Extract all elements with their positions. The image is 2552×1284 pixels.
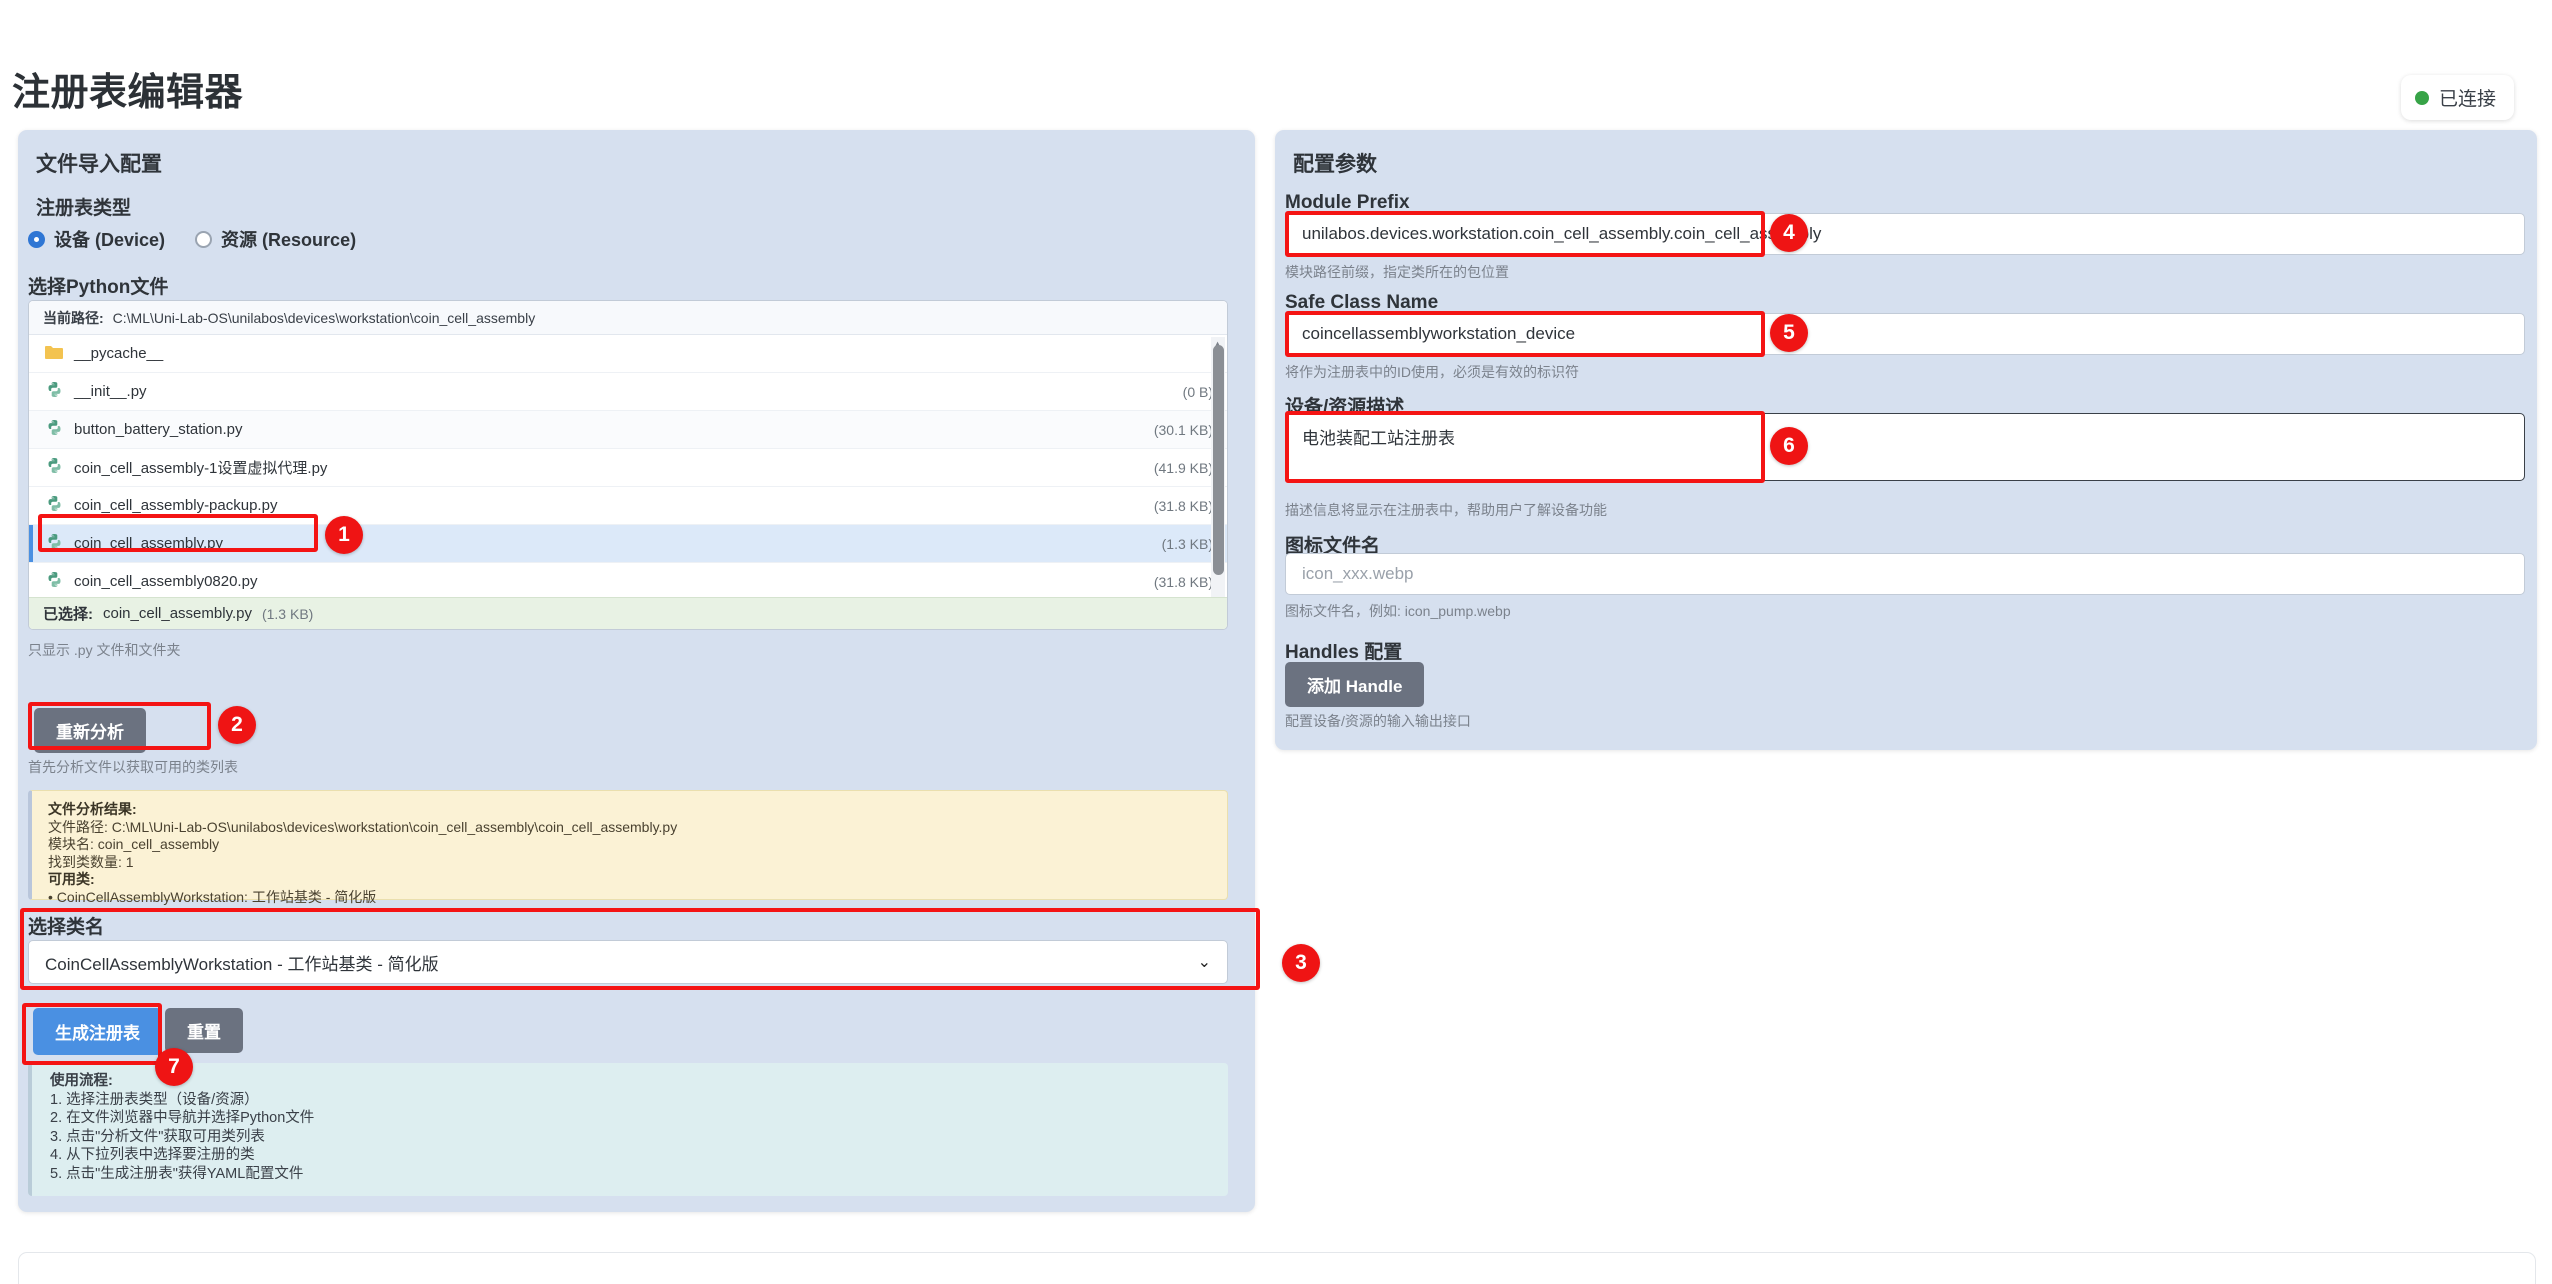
safe-class-name-label: Safe Class Name bbox=[1285, 292, 1439, 313]
registry-type-radio-group: 设备 (Device) 资源 (Resource) bbox=[28, 226, 356, 252]
selected-file-size: (1.3 KB) bbox=[261, 605, 314, 622]
python-file-icon bbox=[43, 495, 65, 516]
class-select-value: CoinCellAssemblyWorkstation - 工作站基类 - 简化… bbox=[45, 954, 439, 974]
annotation-marker-2: 2 bbox=[218, 706, 256, 744]
file-import-heading: 文件导入配置 bbox=[36, 153, 162, 176]
usage-flow-step: 3. 点击"分析文件"获取可用类列表 bbox=[50, 1128, 265, 1145]
bottom-card bbox=[18, 1252, 2536, 1284]
python-file-icon bbox=[43, 533, 65, 554]
description-textarea[interactable]: 电池装配工站注册表 bbox=[1285, 413, 2525, 481]
module-prefix-hint: 模块路径前缀，指定类所在的包位置 bbox=[1285, 264, 1509, 280]
handles-label: Handles 配置 bbox=[1285, 642, 1403, 663]
annotation-marker-6: 6 bbox=[1770, 427, 1808, 465]
list-item[interactable]: button_battery_station.py (30.1 KB) bbox=[29, 411, 1227, 449]
list-item-selected[interactable]: coin_cell_assembly.py (1.3 KB) bbox=[29, 525, 1227, 563]
list-item[interactable]: __pycache__ bbox=[29, 335, 1227, 373]
list-item-size: (0 B) bbox=[1182, 383, 1213, 400]
analysis-class-count: 找到类数量: 1 bbox=[48, 853, 134, 870]
class-select-label: 选择类名 bbox=[28, 917, 105, 938]
config-params-heading: 配置参数 bbox=[1293, 153, 1377, 176]
file-browser-path-bar: 当前路径: C:\ML\Uni-Lab-OS\unilabos\devices\… bbox=[29, 301, 1227, 335]
safe-class-name-input[interactable]: coincellassemblyworkstation_device bbox=[1285, 313, 2525, 355]
radio-resource[interactable]: 资源 (Resource) bbox=[195, 226, 356, 252]
list-item-name: button_battery_station.py bbox=[74, 421, 243, 438]
chevron-down-icon[interactable]: ⌄ bbox=[1197, 954, 1211, 971]
radio-resource-dot-icon[interactable] bbox=[195, 230, 213, 248]
analysis-result-box: 文件分析结果: 文件路径: C:\ML\Uni-Lab-OS\unilabos\… bbox=[28, 790, 1228, 905]
radio-device[interactable]: 设备 (Device) bbox=[28, 226, 165, 252]
icon-filename-hint: 图标文件名，例如: icon_pump.webp bbox=[1285, 603, 1511, 619]
list-item-name: coin_cell_assembly0820.py bbox=[74, 573, 258, 590]
reanalyze-button[interactable]: 重新分析 bbox=[34, 708, 146, 753]
module-prefix-label: Module Prefix bbox=[1285, 192, 1410, 213]
list-item-size: (31.8 KB) bbox=[1153, 573, 1213, 590]
usage-flow-step: 4. 从下拉列表中选择要注册的类 bbox=[50, 1147, 255, 1163]
list-item[interactable]: coin_cell_assembly-1设置虚拟代理.py (41.9 KB) bbox=[29, 449, 1227, 487]
annotation-marker-7: 7 bbox=[155, 1048, 193, 1086]
annotation-marker-5: 5 bbox=[1770, 314, 1808, 352]
annotation-marker-3: 3 bbox=[1282, 944, 1320, 982]
connection-status-label: 已连接 bbox=[2438, 89, 2496, 110]
selected-file-bar: 已选择: coin_cell_assembly.py (1.3 KB) bbox=[29, 597, 1227, 629]
selected-file-name: coin_cell_assembly.py bbox=[103, 605, 252, 622]
analyze-hint: 首先分析文件以获取可用的类列表 bbox=[28, 759, 238, 775]
module-prefix-input[interactable]: unilabos.devices.workstation.coin_cell_a… bbox=[1285, 213, 2525, 255]
generate-registry-button[interactable]: 生成注册表 bbox=[33, 1008, 162, 1055]
list-item[interactable]: __init__.py (0 B) bbox=[29, 373, 1227, 411]
add-handle-button[interactable]: 添加 Handle bbox=[1285, 662, 1425, 707]
connection-dot-icon bbox=[2414, 90, 2429, 105]
current-path-label: 当前路径: bbox=[43, 309, 104, 326]
analysis-module-name: 模块名: coin_cell_assembly bbox=[48, 836, 220, 852]
current-path-value: C:\ML\Uni-Lab-OS\unilabos\devices\workst… bbox=[112, 309, 536, 326]
folder-icon bbox=[43, 344, 65, 364]
reset-button[interactable]: 重置 bbox=[165, 1008, 243, 1053]
connection-status-badge: 已连接 bbox=[2400, 75, 2514, 120]
analysis-title: 文件分析结果: bbox=[48, 801, 137, 817]
usage-flow-step: 2. 在文件浏览器中导航并选择Python文件 bbox=[50, 1110, 315, 1126]
file-list-scrollbar-thumb[interactable] bbox=[1213, 345, 1224, 575]
usage-flow-title: 使用流程: bbox=[50, 1073, 113, 1089]
list-item-size: (30.1 KB) bbox=[1153, 421, 1213, 438]
python-file-icon bbox=[43, 571, 65, 592]
usage-flow-step: 5. 点击"生成注册表"获得YAML配置文件 bbox=[50, 1165, 304, 1182]
python-file-icon bbox=[43, 381, 65, 402]
icon-filename-label: 图标文件名 bbox=[1285, 536, 1381, 557]
analysis-file-path: 文件路径: C:\ML\Uni-Lab-OS\unilabos\devices\… bbox=[48, 818, 678, 835]
description-hint: 描述信息将显示在注册表中，帮助用户了解设备功能 bbox=[1285, 502, 1607, 518]
page-title: 注册表编辑器 bbox=[12, 72, 244, 115]
usage-flow-step: 1. 选择注册表类型（设备/资源） bbox=[50, 1091, 259, 1108]
list-item[interactable]: coin_cell_assembly0820.py (31.8 KB) bbox=[29, 563, 1227, 601]
list-item-name: coin_cell_assembly-packup.py bbox=[74, 497, 278, 514]
python-file-icon bbox=[43, 419, 65, 440]
class-select-wrapper[interactable]: CoinCellAssemblyWorkstation - 工作站基类 - 简化… bbox=[28, 940, 1228, 984]
safe-class-name-hint: 将作为注册表中的ID使用，必须是有效的标识符 bbox=[1285, 364, 1579, 380]
class-select[interactable]: CoinCellAssemblyWorkstation - 工作站基类 - 简化… bbox=[28, 940, 1228, 984]
radio-device-dot-icon[interactable] bbox=[28, 230, 45, 248]
analysis-available-item: • CoinCellAssemblyWorkstation: 工作站基类 - 简… bbox=[48, 888, 377, 905]
list-item-name: __pycache__ bbox=[74, 345, 164, 362]
list-item-size: (1.3 KB) bbox=[1161, 535, 1213, 552]
annotation-marker-4: 4 bbox=[1770, 214, 1808, 252]
radio-device-label: 设备 (Device) bbox=[54, 230, 166, 250]
python-file-icon bbox=[43, 457, 65, 478]
file-browser: 当前路径: C:\ML\Uni-Lab-OS\unilabos\devices\… bbox=[28, 300, 1228, 630]
annotation-marker-1: 1 bbox=[325, 516, 363, 554]
analysis-available-title: 可用类: bbox=[48, 871, 95, 887]
filter-hint: 只显示 .py 文件和文件夹 bbox=[28, 642, 181, 658]
registry-type-label: 注册表类型 bbox=[36, 198, 132, 219]
selected-file-label: 已选择: bbox=[43, 606, 93, 623]
list-item-size: (31.8 KB) bbox=[1153, 497, 1213, 514]
list-item-name: coin_cell_assembly.py bbox=[74, 535, 223, 552]
handles-hint: 配置设备/资源的输入输出接口 bbox=[1285, 713, 1471, 729]
list-item-size: (41.9 KB) bbox=[1153, 459, 1213, 476]
list-item-name: __init__.py bbox=[74, 383, 147, 400]
icon-filename-input[interactable]: icon_xxx.webp bbox=[1285, 553, 2525, 595]
radio-resource-label: 资源 (Resource) bbox=[221, 230, 357, 250]
usage-flow-box: 使用流程: 1. 选择注册表类型（设备/资源） 2. 在文件浏览器中导航并选择P… bbox=[28, 1063, 1228, 1196]
list-item[interactable]: coin_cell_assembly-packup.py (31.8 KB) bbox=[29, 487, 1227, 525]
python-file-picker-label: 选择Python文件 bbox=[28, 277, 169, 298]
list-item-name: coin_cell_assembly-1设置虚拟代理.py bbox=[74, 460, 328, 477]
